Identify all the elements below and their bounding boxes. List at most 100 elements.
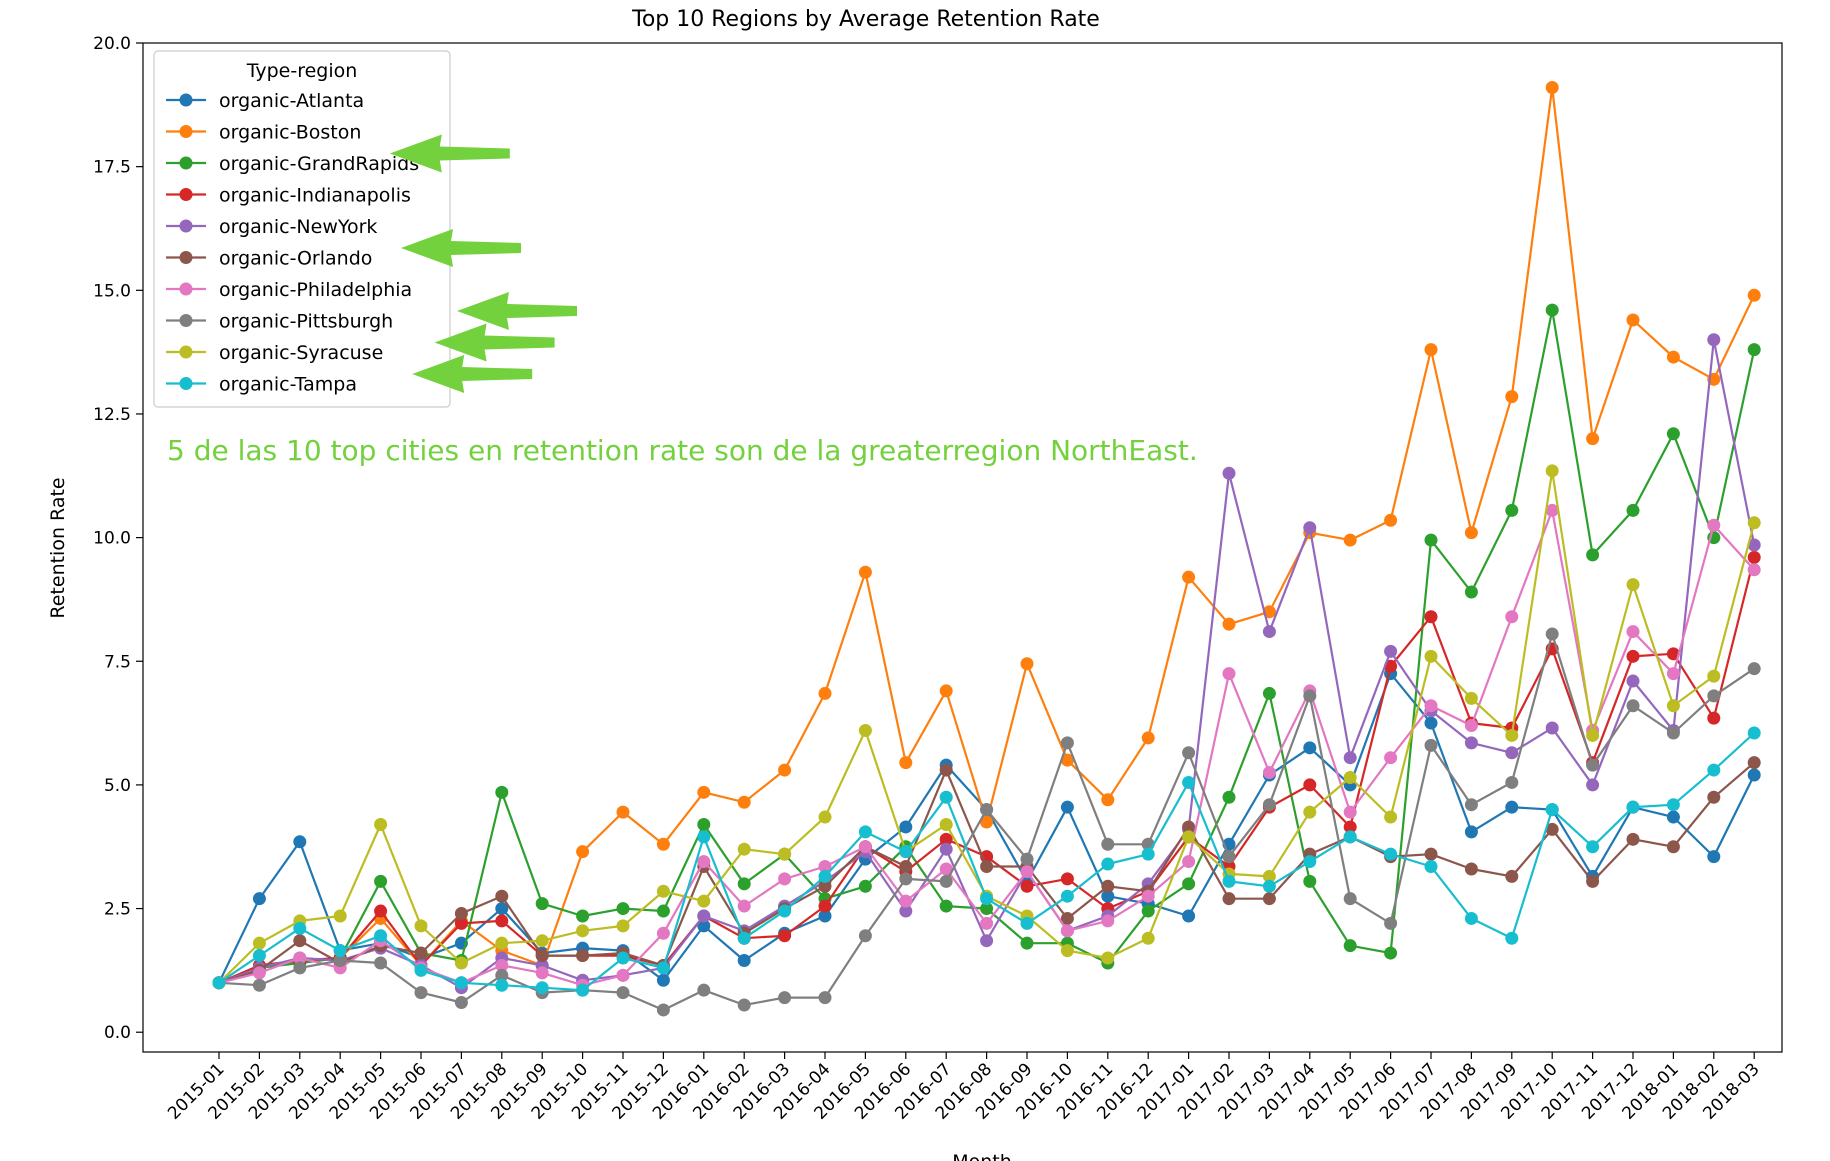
x-axis: 2015-012015-022015-032015-042015-052015-… <box>164 1052 1764 1124</box>
data-point <box>858 879 872 893</box>
data-point <box>1626 625 1640 639</box>
data-point <box>374 956 388 970</box>
data-point <box>1060 753 1074 767</box>
data-point <box>495 785 509 799</box>
data-point <box>980 892 994 906</box>
data-point <box>737 998 751 1012</box>
data-point <box>414 986 428 1000</box>
data-point <box>576 845 590 859</box>
data-point <box>1586 758 1600 772</box>
data-point <box>1626 800 1640 814</box>
legend-box <box>153 50 451 408</box>
data-point <box>656 837 670 851</box>
data-point <box>1545 627 1559 641</box>
data-point <box>212 976 226 990</box>
data-point <box>1384 810 1398 824</box>
data-point <box>454 916 468 930</box>
data-point <box>1262 892 1276 906</box>
legend-marker <box>179 156 193 170</box>
data-point <box>1666 840 1680 854</box>
legend-label: organic-Boston <box>219 122 361 144</box>
legend-item-organic-boston: organic-Boston <box>166 122 361 144</box>
legend-marker <box>179 345 193 359</box>
data-point <box>1222 874 1236 888</box>
data-point <box>1141 931 1155 945</box>
legend-item-organic-philadelphia: organic-Philadelphia <box>166 279 412 301</box>
data-point <box>616 951 630 965</box>
data-point <box>1424 610 1438 624</box>
data-point <box>1626 313 1640 327</box>
data-point <box>1707 850 1721 864</box>
data-point <box>293 921 307 935</box>
data-point <box>1303 805 1317 819</box>
data-point <box>495 936 509 950</box>
data-point <box>1060 889 1074 903</box>
data-point <box>252 892 266 906</box>
data-point <box>252 966 266 980</box>
data-point <box>818 810 832 824</box>
data-point <box>1343 820 1357 834</box>
legend-label: organic-NewYork <box>219 216 377 238</box>
series-layer <box>212 81 1761 1017</box>
data-point <box>333 909 347 923</box>
data-point <box>1464 691 1478 705</box>
series-organic-philadelphia <box>212 503 1761 992</box>
data-point <box>1666 798 1680 812</box>
data-point <box>1020 657 1034 671</box>
data-point <box>1262 869 1276 883</box>
data-point <box>535 981 549 995</box>
data-point <box>1343 533 1357 547</box>
data-point <box>1666 667 1680 681</box>
data-point <box>1505 746 1519 760</box>
y-tick-label: 17.5 <box>93 158 131 178</box>
data-point <box>818 686 832 700</box>
data-point <box>1586 840 1600 854</box>
data-point <box>697 817 711 831</box>
data-point <box>1343 939 1357 953</box>
data-point <box>1182 570 1196 584</box>
data-point <box>1182 746 1196 760</box>
data-point <box>1101 879 1115 893</box>
data-point <box>1101 914 1115 928</box>
series-organic-orlando <box>212 756 1761 990</box>
data-point <box>1424 699 1438 713</box>
data-point <box>1505 800 1519 814</box>
data-point <box>980 916 994 930</box>
data-point <box>1384 751 1398 765</box>
data-point <box>1101 951 1115 965</box>
data-point <box>1747 288 1761 302</box>
data-point <box>1303 778 1317 792</box>
data-point <box>495 914 509 928</box>
data-point <box>293 961 307 975</box>
data-point <box>1101 857 1115 871</box>
data-point <box>778 763 792 777</box>
data-point <box>1464 526 1478 540</box>
data-point <box>252 949 266 963</box>
data-point <box>778 904 792 918</box>
legend-item-organic-indianapolis: organic-Indianapolis <box>166 185 411 207</box>
data-point <box>454 907 468 921</box>
plot-area <box>142 42 1783 1053</box>
data-point <box>576 924 590 938</box>
data-point <box>495 968 509 982</box>
data-point <box>576 909 590 923</box>
data-point <box>1626 503 1640 517</box>
data-point <box>656 904 670 918</box>
data-point <box>1424 738 1438 752</box>
data-point <box>1182 830 1196 844</box>
data-point <box>1545 464 1559 478</box>
data-point <box>1707 333 1721 347</box>
legend-label: organic-Pittsburgh <box>219 311 393 333</box>
data-point <box>252 978 266 992</box>
data-point <box>1424 649 1438 663</box>
data-point <box>374 904 388 918</box>
data-point <box>899 820 913 834</box>
series-organic-tampa <box>212 726 1761 997</box>
data-point <box>1222 790 1236 804</box>
data-point <box>980 934 994 948</box>
data-point <box>656 884 670 898</box>
data-point <box>858 840 872 854</box>
data-point <box>1545 822 1559 836</box>
data-point <box>414 919 428 933</box>
